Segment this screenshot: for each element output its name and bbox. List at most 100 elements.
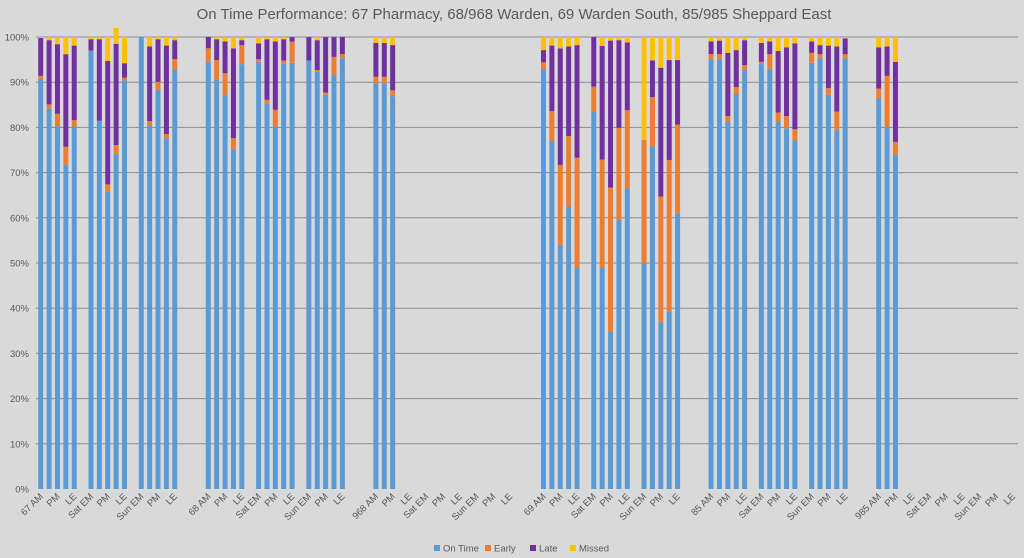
x-tick-label: LE	[332, 491, 348, 507]
bar-segment-on-time	[163, 138, 169, 490]
bar-stack	[71, 37, 77, 489]
bar-stack	[599, 37, 605, 489]
bar-segment-late	[306, 37, 312, 61]
bar-segment-on-time	[122, 80, 127, 489]
bar-segment-early	[105, 184, 111, 192]
bar-stack	[809, 37, 815, 489]
y-tick-label: 10%	[10, 439, 30, 450]
bar-segment-early	[608, 187, 614, 332]
bar-stack	[88, 37, 94, 490]
bar-stack	[222, 37, 228, 489]
bar-segment-missed	[842, 37, 848, 39]
bar-segment-late	[289, 37, 295, 42]
bar-segment-early	[675, 124, 681, 214]
bar-stack	[708, 37, 714, 489]
bar-segment-late	[742, 40, 748, 66]
bar-segment-late	[63, 54, 69, 147]
bar-stack	[381, 37, 387, 489]
legend-swatch-on-time	[434, 545, 440, 551]
bar-segment-missed	[775, 37, 781, 52]
bar-segment-early	[163, 134, 169, 139]
bar-segment-late	[566, 46, 572, 136]
bar-segment-late	[716, 40, 722, 55]
x-tick-label: PM	[715, 491, 733, 509]
bar-segment-early	[63, 146, 69, 165]
bar-stack	[264, 37, 270, 490]
bar-segment-missed	[105, 37, 111, 61]
bar-segment-early	[331, 56, 337, 75]
bar-segment-late	[214, 39, 220, 61]
bar-stack	[758, 37, 764, 490]
y-axis: 0% 10% 20% 30% 40% 50% 60% 70% 80% 90% 100%	[5, 33, 30, 496]
bar-segment-late	[708, 41, 714, 55]
bar-segment-early	[725, 116, 731, 122]
bar-segment-missed	[214, 37, 220, 40]
bar-segment-on-time	[842, 58, 848, 490]
bar-segment-late	[892, 61, 898, 142]
bar-segment-early	[842, 54, 848, 59]
legend-label: Late	[539, 544, 558, 555]
bar-stack	[239, 37, 245, 490]
bar-stack	[892, 37, 898, 490]
bar-segment-missed	[314, 37, 320, 41]
bar-segment-missed	[884, 37, 890, 47]
bar-stack	[725, 37, 731, 490]
bar-stack	[113, 27, 119, 489]
bar-segment-early	[666, 159, 672, 312]
bar-segment-on-time	[758, 64, 764, 490]
bar-segment-missed	[742, 37, 748, 41]
bar-segment-on-time	[239, 64, 245, 490]
bar-segment-on-time	[331, 74, 337, 489]
bar-segment-missed	[96, 37, 102, 40]
bar-segment-late	[38, 37, 44, 76]
bar-segment-missed	[666, 37, 672, 61]
bar-segment-missed	[599, 37, 605, 47]
bar-stack	[138, 37, 144, 489]
bar-stack	[331, 37, 337, 489]
bar-segment-early	[222, 73, 228, 95]
bar-segment-missed	[649, 37, 655, 61]
bar-segment-early	[716, 54, 722, 60]
bar-stack	[658, 37, 664, 489]
bar-segment-early	[557, 164, 563, 245]
legend-swatch-missed	[570, 545, 576, 551]
bar-stack	[666, 37, 672, 489]
bar-segment-late	[784, 47, 790, 117]
x-tick-label: PM	[983, 491, 1001, 509]
bar-segment-missed	[88, 37, 94, 40]
bar-segment-early	[381, 76, 387, 84]
x-tick-label: 968 AM	[350, 491, 381, 522]
bar-segment-early	[390, 90, 396, 97]
x-tick-label: PM	[380, 491, 398, 509]
bar-segment-early	[566, 135, 572, 207]
bar-segment-on-time	[390, 96, 396, 489]
bar-segment-missed	[784, 37, 790, 48]
bar-stack	[566, 37, 572, 489]
bar-segment-on-time	[373, 83, 379, 489]
bar-segment-late	[624, 42, 630, 111]
bar-segment-early	[708, 54, 714, 60]
bar-stack	[155, 37, 161, 489]
x-tick-label: LE	[834, 491, 850, 507]
bar-segment-missed	[549, 37, 555, 46]
bar-segment-late	[574, 45, 580, 158]
legend: On Time Early Late Missed	[434, 544, 609, 555]
bar-segment-late	[222, 41, 228, 74]
bar-stack	[557, 37, 563, 489]
bar-segment-early	[122, 77, 127, 81]
bar-segment-missed	[256, 37, 262, 44]
bar-segment-missed	[825, 37, 831, 46]
bar-segment-early	[624, 110, 630, 189]
x-tick-label: PM	[212, 491, 230, 509]
bar-segment-early	[54, 113, 60, 127]
bar-segment-late	[767, 41, 773, 55]
bar-segment-on-time	[716, 59, 722, 489]
bar-segment-late	[105, 60, 111, 185]
bar-segment-late	[390, 45, 396, 91]
bar-segment-early	[541, 62, 546, 70]
bar-segment-on-time	[54, 126, 60, 489]
bar-segment-early	[147, 121, 153, 127]
bar-stack	[733, 37, 739, 490]
bar-segment-early	[314, 69, 320, 72]
